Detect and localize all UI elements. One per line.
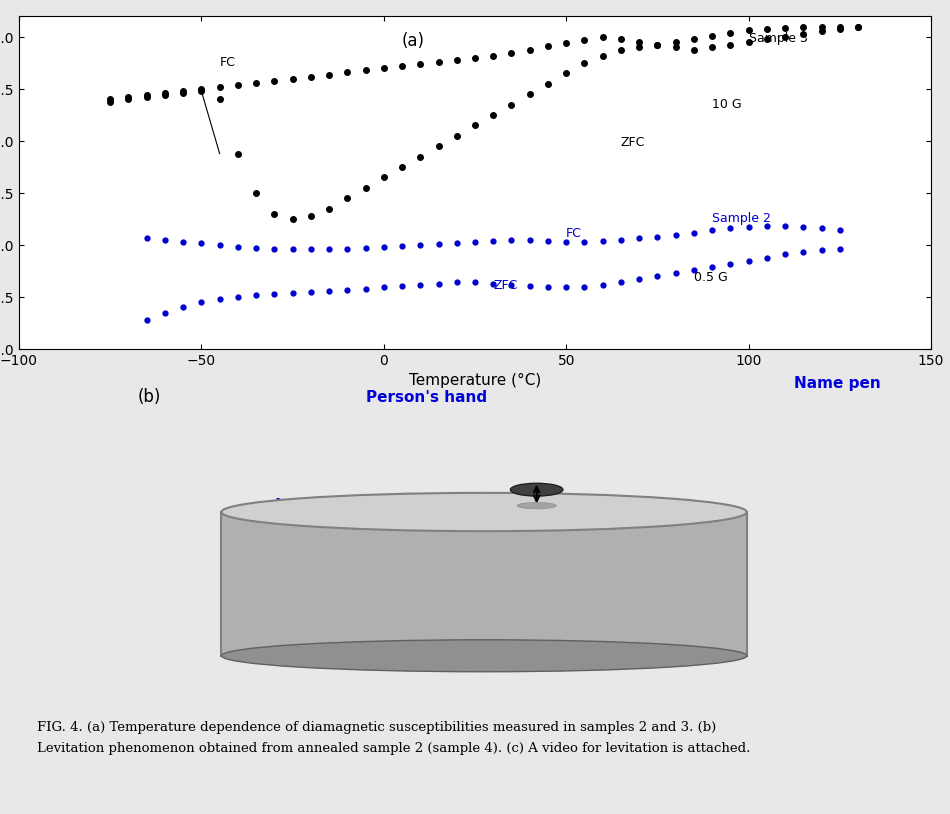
Text: pellet: pellet xyxy=(675,649,725,664)
Text: Superconductor: Superconductor xyxy=(521,623,657,637)
Text: 0.5 G: 0.5 G xyxy=(694,271,728,284)
Text: Magnet: Magnet xyxy=(247,623,312,637)
Text: ZFC: ZFC xyxy=(493,278,518,291)
Text: ZFC: ZFC xyxy=(621,136,645,149)
Text: 10 G: 10 G xyxy=(712,98,742,111)
Text: (a): (a) xyxy=(402,33,425,50)
X-axis label: Temperature (°C): Temperature (°C) xyxy=(408,374,542,388)
Text: FC: FC xyxy=(566,227,582,239)
Text: Person's hand: Person's hand xyxy=(366,390,486,405)
Text: Sample 2: Sample 2 xyxy=(712,212,771,225)
Text: Sample 3: Sample 3 xyxy=(749,33,808,46)
Text: (b): (b) xyxy=(138,387,161,405)
Text: FIG. 4. (a) Temperature dependence of diamagnetic susceptibilities measured in s: FIG. 4. (a) Temperature dependence of di… xyxy=(37,720,750,755)
Text: Name pen: Name pen xyxy=(794,376,881,392)
Text: FC: FC xyxy=(219,56,236,69)
Text: Levitation: Levitation xyxy=(275,497,369,515)
